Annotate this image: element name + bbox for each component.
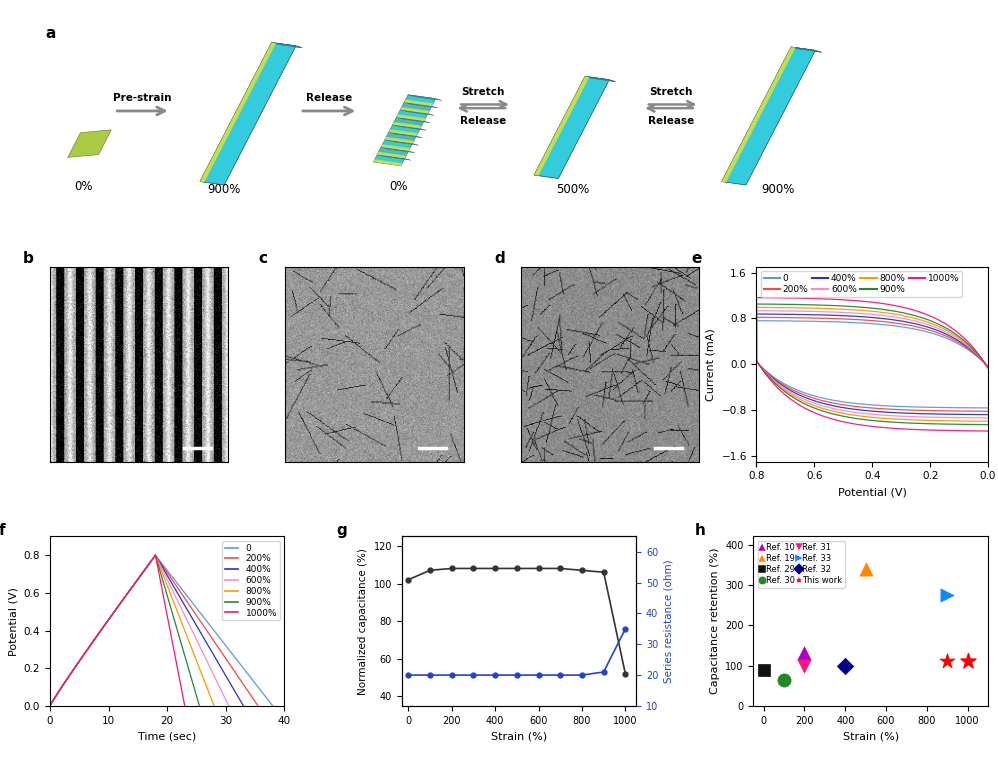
Text: b: b xyxy=(23,251,34,266)
Polygon shape xyxy=(392,124,426,131)
Polygon shape xyxy=(396,110,428,121)
Polygon shape xyxy=(585,77,616,82)
Text: Release: Release xyxy=(648,115,694,125)
Text: Pre-strain: Pre-strain xyxy=(113,93,172,102)
Polygon shape xyxy=(722,47,795,182)
Y-axis label: Series resistance (ohm): Series resistance (ohm) xyxy=(664,559,674,683)
Y-axis label: Potential (V): Potential (V) xyxy=(8,587,18,656)
Text: e: e xyxy=(692,251,702,266)
Polygon shape xyxy=(534,77,609,178)
Text: 0%: 0% xyxy=(75,180,93,193)
Legend: 0, 200%, 400%, 600%, 800%, 900%, 1000%: 0, 200%, 400%, 600%, 800%, 900%, 1000% xyxy=(761,272,962,297)
Polygon shape xyxy=(373,155,405,166)
Polygon shape xyxy=(400,107,429,114)
Polygon shape xyxy=(389,132,422,138)
Polygon shape xyxy=(396,117,430,123)
Text: 500%: 500% xyxy=(556,183,589,196)
Text: c: c xyxy=(258,251,267,266)
Polygon shape xyxy=(385,140,419,145)
Point xyxy=(796,660,812,672)
Point xyxy=(837,660,853,672)
Text: 0%: 0% xyxy=(389,180,407,193)
Polygon shape xyxy=(68,130,112,157)
Polygon shape xyxy=(373,159,402,166)
Point xyxy=(857,562,873,575)
Text: h: h xyxy=(695,523,706,538)
Polygon shape xyxy=(404,102,438,108)
Polygon shape xyxy=(377,152,406,159)
Polygon shape xyxy=(381,144,410,151)
Text: Release: Release xyxy=(306,93,352,102)
Point xyxy=(939,589,955,601)
Polygon shape xyxy=(722,47,815,185)
Text: d: d xyxy=(494,251,505,266)
Polygon shape xyxy=(392,117,424,128)
Polygon shape xyxy=(534,77,590,175)
Polygon shape xyxy=(389,130,418,136)
Legend: Ref. 10, Ref. 19, Ref. 29, Ref. 30, Ref. 31, Ref. 33, Ref. 32, This work: Ref. 10, Ref. 19, Ref. 29, Ref. 30, Ref.… xyxy=(757,540,845,588)
Y-axis label: Current (mA): Current (mA) xyxy=(706,328,716,401)
Y-axis label: Normalized capacitance (%): Normalized capacitance (%) xyxy=(358,548,368,694)
Polygon shape xyxy=(389,124,420,136)
Polygon shape xyxy=(400,102,432,114)
X-axis label: Time (sec): Time (sec) xyxy=(138,731,197,741)
Polygon shape xyxy=(404,99,433,106)
Point xyxy=(796,647,812,660)
X-axis label: Strain (%): Strain (%) xyxy=(491,731,547,741)
Polygon shape xyxy=(381,140,412,151)
Polygon shape xyxy=(377,147,408,159)
Text: Stretch: Stretch xyxy=(649,87,693,97)
Text: g: g xyxy=(336,523,346,538)
Point xyxy=(755,663,771,676)
Y-axis label: Capacitance retention (%): Capacitance retention (%) xyxy=(710,548,720,694)
Polygon shape xyxy=(200,43,295,185)
Polygon shape xyxy=(385,137,414,143)
Polygon shape xyxy=(791,47,821,52)
Legend: 0, 200%, 400%, 600%, 800%, 900%, 1000%: 0, 200%, 400%, 600%, 800%, 900%, 1000% xyxy=(223,541,279,620)
Polygon shape xyxy=(396,115,425,121)
Text: Release: Release xyxy=(460,115,506,125)
Text: 900%: 900% xyxy=(761,183,794,196)
Polygon shape xyxy=(385,132,416,143)
Polygon shape xyxy=(200,43,276,182)
Polygon shape xyxy=(392,122,421,128)
Text: Stretch: Stretch xyxy=(461,87,505,97)
Polygon shape xyxy=(404,95,436,106)
Text: f: f xyxy=(0,523,5,538)
Polygon shape xyxy=(377,155,411,160)
Text: 900%: 900% xyxy=(208,183,241,196)
Point xyxy=(776,673,792,685)
Point xyxy=(960,656,976,668)
X-axis label: Potential (V): Potential (V) xyxy=(837,487,907,497)
X-axis label: Strain (%): Strain (%) xyxy=(842,731,899,741)
Polygon shape xyxy=(408,95,442,100)
Text: a: a xyxy=(46,27,56,42)
Polygon shape xyxy=(271,43,302,48)
Polygon shape xyxy=(400,110,434,115)
Point xyxy=(939,656,955,668)
Polygon shape xyxy=(381,147,415,153)
